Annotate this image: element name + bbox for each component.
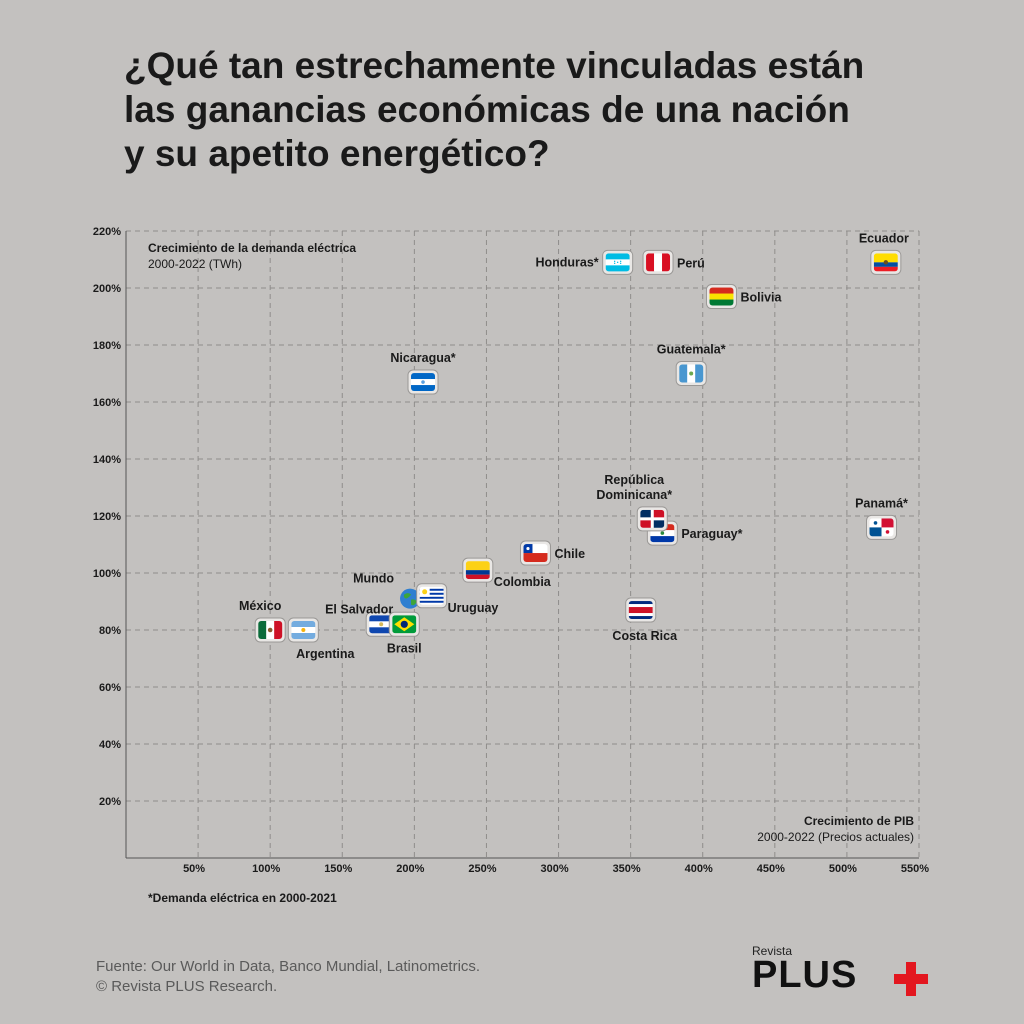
grid: [126, 230, 920, 858]
data-point: Colombia: [462, 557, 552, 589]
x-tick-label: 50%: [183, 863, 205, 875]
point-label: Brasil: [387, 641, 422, 655]
data-point: Bolivia: [705, 284, 783, 310]
y-tick-label: 80%: [99, 625, 121, 637]
source-line-1: Fuente: Our World in Data, Banco Mundial…: [96, 958, 481, 975]
data-point: El Salvador: [325, 602, 397, 637]
data-point: Brasil: [387, 611, 422, 655]
x-tick-label: 150%: [324, 863, 352, 875]
y-tick-label: 120%: [93, 511, 121, 523]
y-tick-label: 140%: [93, 454, 121, 466]
brand-logo: Revista PLUS: [752, 944, 952, 1004]
point-label: Ecuador: [859, 231, 909, 245]
point-label: Costa Rica: [612, 629, 678, 643]
x-tick-label: 500%: [829, 863, 857, 875]
colombia-flag-icon: [465, 561, 490, 580]
point-label: Paraguay*: [681, 527, 742, 541]
uruguay-flag-icon: [419, 586, 444, 605]
y-tick-label: 40%: [99, 739, 121, 751]
title-line-2: las ganancias económicas de una nación: [124, 89, 850, 130]
panama-flag-icon: [869, 518, 894, 537]
y-axis-title: Crecimiento de la demanda eléctrica: [148, 241, 357, 255]
globe-icon: [400, 588, 421, 609]
chart-title: ¿Qué tan estrechamente vinculadas están …: [124, 44, 984, 176]
x-axis-title: Crecimiento de PIB: [803, 814, 914, 828]
y-axis-subtitle: 2000-2022 (TWh): [148, 257, 243, 271]
point-label: Panamá*: [855, 496, 908, 510]
y-tick-label: 100%: [93, 568, 121, 580]
x-tick-label: 400%: [685, 863, 713, 875]
brand-small-text: Revista: [752, 944, 793, 958]
dominican-flag-icon: [640, 509, 665, 528]
x-tick-label: 550%: [901, 863, 929, 875]
plus-cross-icon: [894, 962, 928, 996]
point-label: República: [604, 473, 665, 487]
argentina-flag-icon: [291, 621, 316, 639]
y-tick-label: 220%: [93, 226, 121, 238]
x-axis-label: Crecimiento de PIB 2000-2022 (Precios ac…: [757, 813, 914, 845]
data-point: Nicaragua*: [390, 351, 456, 395]
source-line-2: © Revista PLUS Research.: [96, 978, 278, 995]
data-point: Mundo: [353, 572, 421, 609]
honduras-flag-icon: [605, 253, 630, 272]
point-label: Guatemala*: [657, 343, 726, 357]
point-label: Colombia: [494, 575, 552, 589]
point-label: Mundo: [353, 572, 394, 586]
y-tick-label: 200%: [93, 283, 121, 295]
x-tick-label: 450%: [757, 863, 785, 875]
x-tick-label: 100%: [252, 863, 280, 875]
y-tick-label: 180%: [93, 340, 121, 352]
data-point: Honduras*: [535, 249, 634, 275]
point-label: México: [239, 599, 282, 613]
x-axis-subtitle: 2000-2022 (Precios actuales): [757, 830, 914, 844]
costa-rica-flag-icon: [628, 601, 653, 620]
x-tick-label: 250%: [468, 863, 496, 875]
nicaragua-flag-icon: [411, 373, 436, 392]
data-point: México: [239, 599, 286, 643]
x-tick-label: 300%: [540, 863, 568, 875]
el-salvador-flag-icon: [369, 615, 394, 634]
point-label: Uruguay: [448, 601, 499, 615]
point-label: Perú: [677, 256, 705, 270]
y-axis-label: Crecimiento de la demanda eléctrica 2000…: [148, 240, 356, 272]
title-line-3: y su apetito energético?: [124, 133, 550, 174]
data-point: Guatemala*: [657, 343, 726, 386]
brand-big-text: PLUS: [752, 954, 858, 996]
data-point: Chile: [519, 540, 585, 566]
point-label: Dominicana*: [596, 488, 672, 502]
bolivia-flag-icon: [709, 287, 734, 306]
point-label: Chile: [554, 547, 585, 561]
source-note: Fuente: Our World in Data, Banco Mundial…: [96, 957, 480, 997]
x-tick-label: 350%: [613, 863, 641, 875]
point-label: Nicaragua*: [390, 351, 455, 365]
ecuador-flag-icon: [873, 253, 898, 272]
guatemala-flag-icon: [679, 364, 704, 383]
data-point: Argentina: [287, 617, 356, 661]
brazil-flag-icon: [392, 615, 417, 634]
peru-flag-icon: [646, 253, 671, 272]
data-point: Ecuador: [859, 231, 909, 275]
data-point: Perú: [642, 249, 705, 275]
y-tick-label: 20%: [99, 796, 121, 808]
y-tick-label: 60%: [99, 682, 121, 694]
chile-flag-icon: [523, 544, 548, 563]
point-label: Argentina: [296, 647, 355, 661]
point-label: Bolivia: [740, 291, 782, 305]
point-label: El Salvador: [325, 602, 393, 616]
point-label: Honduras*: [535, 255, 598, 269]
data-point: Uruguay: [416, 583, 499, 615]
title-line-1: ¿Qué tan estrechamente vinculadas están: [124, 45, 865, 86]
x-tick-label: 200%: [396, 863, 424, 875]
footnote: *Demanda eléctrica en 2000-2021: [148, 891, 337, 905]
mexico-flag-icon: [258, 621, 283, 639]
data-point: Panamá*: [855, 496, 908, 540]
y-tick-label: 160%: [93, 397, 121, 409]
data-point: Costa Rica: [612, 597, 678, 643]
